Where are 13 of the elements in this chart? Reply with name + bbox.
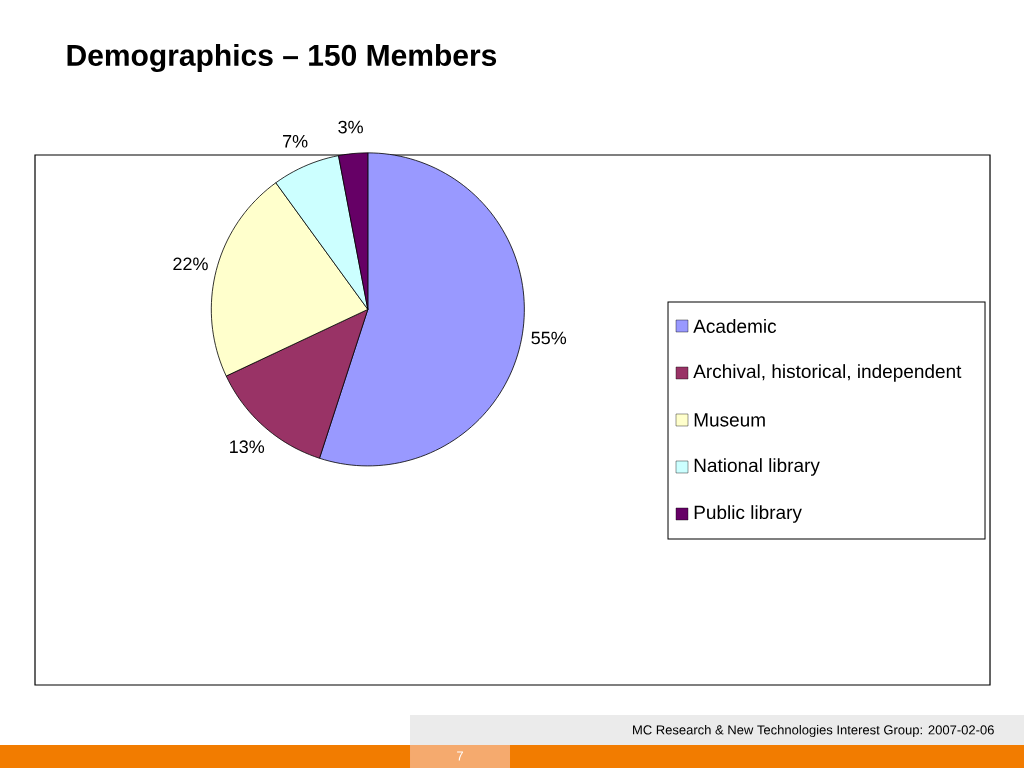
text: 7 xyxy=(457,751,463,761)
data-label: 22% xyxy=(173,257,208,271)
legend-label: National library xyxy=(694,458,820,476)
data-label: 7% xyxy=(283,135,308,148)
data-label: 13% xyxy=(230,440,265,454)
legend-label: Museum xyxy=(694,413,765,427)
legend-label: Public library xyxy=(694,505,802,523)
chart-title: Demographics – 150 Members xyxy=(67,43,497,73)
data-label: 3% xyxy=(338,120,363,134)
legend-label: Archival, historical, independent xyxy=(693,364,962,382)
legend-label: Academic xyxy=(693,319,777,333)
text: MC Research & New Technologies Interest Group: 2007-02-06 xyxy=(633,724,994,738)
data-label: 55% xyxy=(531,331,567,345)
